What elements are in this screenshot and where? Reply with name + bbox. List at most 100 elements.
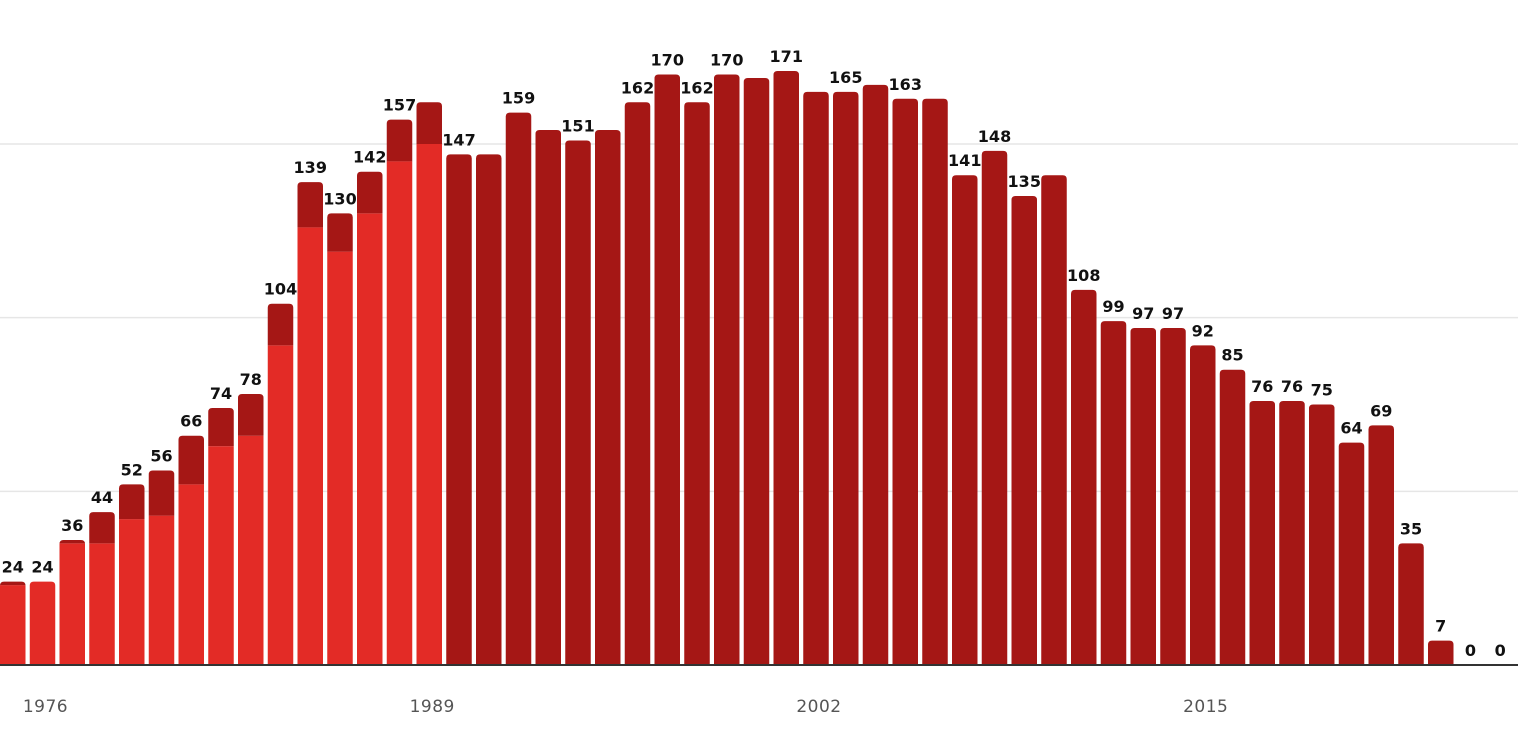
bar-2020-series-2: [1338, 442, 1365, 665]
x-axis-ticks: 1976 1989 2002 2015: [23, 697, 1228, 717]
bar-2014-series-2: [1160, 328, 1186, 665]
data-label-1999: 170: [710, 50, 743, 69]
bar-1982-series-2: [208, 407, 234, 447]
data-label-1996: 162: [621, 78, 654, 97]
bar-2001-series-2: [773, 71, 799, 665]
bar-2019-series-2: [1309, 404, 1335, 665]
data-label-2023: 7: [1435, 617, 1446, 636]
data-label-1988: 157: [383, 96, 416, 115]
bar-2003-series-2: [833, 91, 859, 665]
bar-2004-series-2: [862, 84, 889, 666]
bar-1985-series-2: [297, 182, 323, 228]
bar-1986-series-1: [327, 251, 353, 665]
bar-1981-series-1: [178, 484, 204, 665]
bar-1978-series-2: [89, 512, 115, 544]
bar-2005-series-2: [892, 98, 918, 665]
data-label-1994: 151: [561, 116, 594, 135]
x-tick-1976: 1976: [23, 697, 68, 717]
data-label-1997: 170: [651, 50, 684, 69]
bar-1980-series-2: [148, 470, 175, 516]
bar-1990-series-2: [446, 154, 472, 666]
bar-1995-series-2: [595, 130, 621, 666]
bar-1983-series-2: [238, 394, 264, 436]
data-label-2017: 76: [1251, 377, 1273, 396]
x-tick-2015: 2015: [1183, 697, 1228, 717]
bar-1988-series-1: [386, 161, 413, 665]
data-label-2019: 75: [1311, 380, 1333, 399]
data-label-1986: 130: [323, 189, 356, 208]
bar-1977-series-2: [59, 539, 85, 544]
bar-2022-series-2: [1398, 543, 1424, 665]
bar-2007-series-2: [952, 175, 978, 666]
bar-2000-series-2: [743, 77, 770, 665]
data-label-1975: 24: [2, 558, 24, 577]
bar-1985-series-1: [297, 227, 323, 665]
x-tick-1989: 1989: [410, 697, 455, 717]
data-label-1980: 56: [150, 446, 172, 465]
bar-1984-series-2: [267, 303, 294, 346]
bar-1975-series-1: [0, 585, 26, 665]
data-label-1976: 24: [31, 558, 53, 577]
bar-1982-series-1: [208, 446, 234, 665]
bar-1991-series-2: [476, 154, 502, 666]
data-label-2008: 148: [978, 127, 1011, 146]
bar-1980-series-1: [148, 515, 175, 665]
bar-1992-series-2: [505, 112, 532, 666]
data-label-1977: 36: [61, 516, 83, 535]
bar-1986-series-2: [327, 213, 353, 252]
bar-1996-series-2: [624, 102, 651, 665]
data-label-1985: 139: [294, 158, 327, 177]
x-tick-2002: 2002: [796, 697, 841, 717]
data-label-2020: 64: [1340, 419, 1362, 438]
bar-2008-series-2: [981, 150, 1008, 666]
data-label-2011: 108: [1067, 266, 1100, 285]
data-label-2005: 163: [889, 75, 922, 94]
bar-1987-series-1: [357, 213, 383, 665]
data-label-1979: 52: [121, 460, 143, 479]
data-label-2012: 99: [1102, 297, 1124, 316]
bar-2021-series-2: [1368, 425, 1394, 665]
data-label-2003: 165: [829, 68, 862, 87]
bar-2009-series-2: [1011, 196, 1037, 666]
bar-1997-series-2: [654, 74, 680, 665]
data-label-2018: 76: [1281, 377, 1303, 396]
data-label-1998: 162: [680, 78, 713, 97]
data-label-2013: 97: [1132, 304, 1154, 323]
data-label-2007: 141: [948, 151, 981, 170]
bar-1981-series-2: [178, 435, 204, 485]
bar-2017-series-2: [1249, 401, 1275, 665]
data-label-1983: 78: [240, 370, 262, 389]
bar-2018-series-2: [1279, 401, 1305, 665]
bar-2016-series-2: [1219, 369, 1246, 665]
data-label-2014: 97: [1162, 304, 1184, 323]
bar-1979-series-2: [119, 484, 145, 520]
data-label-2024: 0: [1465, 641, 1476, 660]
bar-2015-series-2: [1190, 345, 1216, 665]
bar-2006-series-2: [922, 98, 948, 665]
bar-1988-series-2: [386, 119, 413, 162]
data-label-2001: 171: [770, 47, 803, 66]
bar-2011-series-2: [1071, 289, 1097, 665]
data-label-1987: 142: [353, 148, 386, 167]
bar-2012-series-2: [1100, 321, 1127, 665]
bar-1984-series-1: [267, 345, 294, 665]
bar-2010-series-2: [1041, 175, 1067, 666]
data-label-1984: 104: [264, 280, 297, 299]
bar-1979-series-1: [119, 519, 145, 665]
bar-1989-series-2: [416, 102, 442, 144]
data-label-2016: 85: [1221, 346, 1243, 365]
bar-2002-series-2: [803, 91, 829, 665]
data-label-2021: 69: [1370, 401, 1392, 420]
bar-1975-series-2: [0, 581, 26, 586]
bar-1998-series-2: [684, 102, 710, 665]
data-label-1981: 66: [180, 412, 202, 431]
data-label-1978: 44: [91, 488, 113, 507]
data-label-2015: 92: [1192, 321, 1214, 340]
bar-1977-series-1: [59, 543, 85, 665]
data-label-2025: 0: [1495, 641, 1506, 660]
data-labels: 24 24 36 44 52 56 66 74 78 104 139 130 142 157 147 159 1…: [2, 47, 1506, 660]
bar-1994-series-2: [565, 140, 591, 665]
data-label-1992: 159: [502, 89, 535, 108]
bar-2023-series-2: [1428, 640, 1454, 665]
